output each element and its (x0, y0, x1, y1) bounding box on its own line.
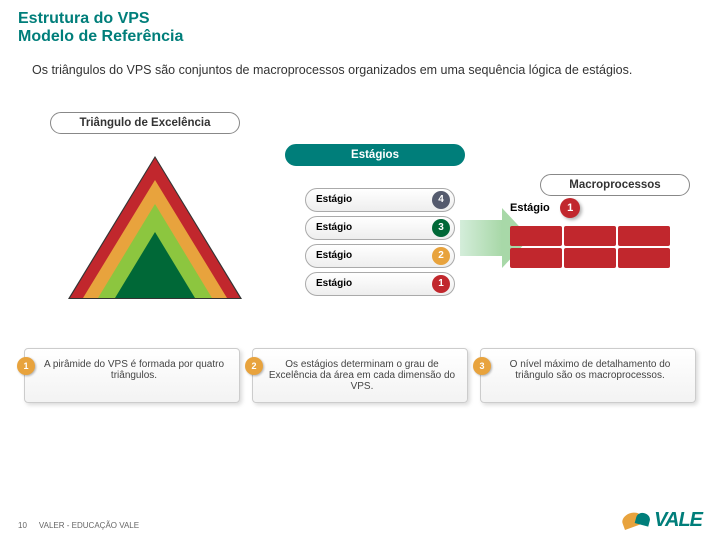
macro-box: Estágio 1 (510, 198, 670, 268)
note-card: 2Os estágios determinam o grau de Excelê… (252, 348, 468, 403)
note-card: 3O nível máximo de detalhamento do triân… (480, 348, 696, 403)
macro-cell (564, 248, 616, 268)
stage-num-badge: 4 (432, 191, 450, 209)
banner-estagios: Estágios (285, 144, 465, 166)
macro-grid (510, 226, 670, 268)
pyramid-icon (70, 158, 240, 298)
slide-header: Estrutura do VPS Modelo de Referência (0, 0, 720, 50)
stages-list: Estágio 4 Estágio 3 Estágio 2 Estágio 1 (305, 188, 455, 300)
stage-row: Estágio 3 (305, 216, 455, 240)
banner-triangulo: Triângulo de Excelência (50, 112, 240, 134)
stage-num-badge: 3 (432, 219, 450, 237)
notes-row: 1A pirâmide do VPS é formada por quatro … (0, 338, 720, 403)
stage-num-badge: 2 (432, 247, 450, 265)
stage-row: Estágio 2 (305, 244, 455, 268)
macro-badge: 1 (560, 198, 580, 218)
note-badge: 2 (245, 357, 263, 375)
macro-cell (510, 226, 562, 246)
vale-logo: VALE (622, 509, 702, 532)
title-line-1: Estrutura do VPS (18, 10, 702, 28)
logo-swoosh-icon (622, 513, 650, 529)
note-text: Os estágios determinam o grau de Excelên… (265, 359, 459, 392)
note-text: O nível máximo de detalhamento do triâng… (493, 359, 687, 381)
title-line-2: Modelo de Referência (18, 28, 702, 46)
note-badge: 3 (473, 357, 491, 375)
macro-cell (618, 248, 670, 268)
note-text: A pirâmide do VPS é formada por quatro t… (37, 359, 231, 381)
stage-num-badge: 1 (432, 275, 450, 293)
pyramid-band-4 (115, 232, 195, 298)
banner-macroprocessos: Macroprocessos (540, 174, 690, 196)
macro-cell (510, 248, 562, 268)
stage-row: Estágio 1 (305, 272, 455, 296)
main-diagram: Triângulo de Excelência Estágios Macropr… (0, 108, 720, 328)
macro-title: Estágio (510, 202, 550, 214)
stage-label: Estágio (316, 250, 352, 261)
stage-label: Estágio (316, 222, 352, 233)
page-number: 10 (18, 521, 27, 530)
logo-text: VALE (654, 509, 702, 532)
stage-label: Estágio (316, 194, 352, 205)
macro-cell (564, 226, 616, 246)
footer-text: VALER - EDUCAÇÃO VALE (39, 521, 139, 530)
intro-text: Os triângulos do VPS são conjuntos de ma… (0, 50, 720, 88)
footer: 10 VALER - EDUCAÇÃO VALE (18, 521, 139, 530)
note-badge: 1 (17, 357, 35, 375)
stage-row: Estágio 4 (305, 188, 455, 212)
macro-cell (618, 226, 670, 246)
note-card: 1A pirâmide do VPS é formada por quatro … (24, 348, 240, 403)
stage-label: Estágio (316, 278, 352, 289)
